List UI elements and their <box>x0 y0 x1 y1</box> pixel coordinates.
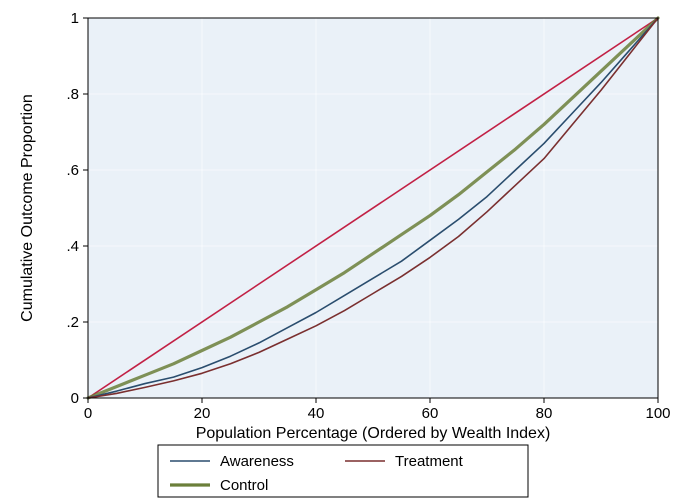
legend-label: Control <box>220 477 268 494</box>
x-tick-label: 100 <box>645 405 670 422</box>
x-axis-label: Population Percentage (Ordered by Wealth… <box>196 425 551 442</box>
y-tick-label: .8 <box>66 86 79 103</box>
x-tick-label: 40 <box>308 405 325 422</box>
legend-label: Treatment <box>395 453 464 470</box>
chart-svg: 0 20 40 60 80 100 Population Percentage (Order… <box>0 0 685 503</box>
y-tick-label: .6 <box>66 162 79 179</box>
x-tick-label: 60 <box>422 405 439 422</box>
y-tick-label: 1 <box>71 10 79 27</box>
y-tick-label: 0 <box>71 390 79 407</box>
legend-box <box>158 445 528 497</box>
x-tick-label: 80 <box>536 405 553 422</box>
concentration-curve-chart: 0 20 40 60 80 100 Population Percentage (Order… <box>0 0 685 503</box>
x-tick-label: 20 <box>194 405 211 422</box>
y-tick-label: .4 <box>66 238 79 255</box>
y-axis-label: Cumulative Outcome Proportion <box>19 94 36 322</box>
x-tick-label: 0 <box>84 405 92 422</box>
y-tick-label: .2 <box>66 314 79 331</box>
legend-label: Awareness <box>220 453 294 470</box>
